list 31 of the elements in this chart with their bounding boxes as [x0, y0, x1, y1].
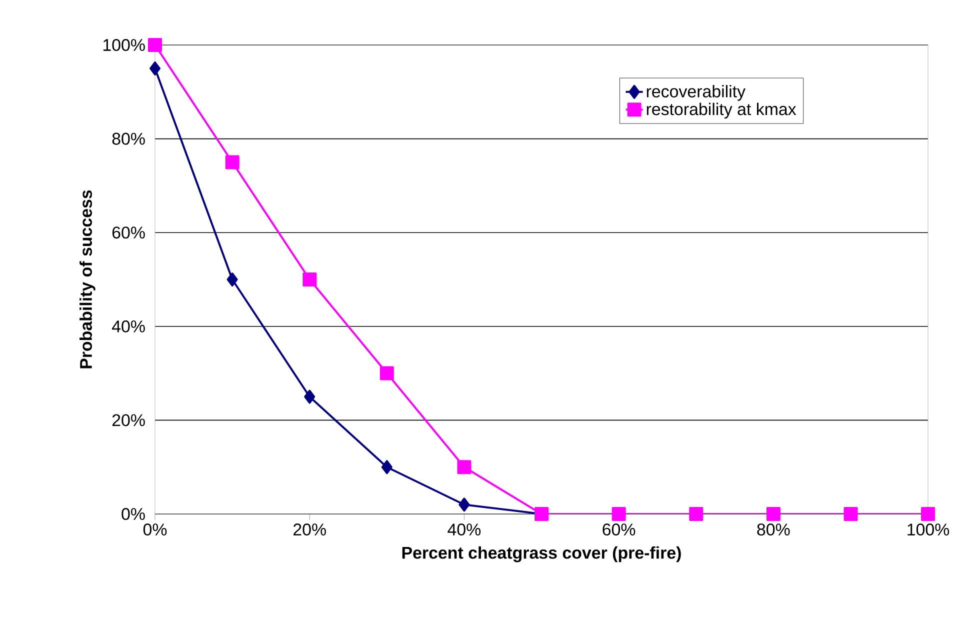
- x-tick-label: 0%: [143, 524, 167, 536]
- y-tick-label: 100%: [103, 38, 145, 51]
- point: [458, 498, 470, 512]
- point: [689, 507, 704, 521]
- x-tick-label: 100%: [908, 524, 950, 536]
- point: [921, 507, 936, 521]
- y-tick-label: 80%: [112, 132, 145, 145]
- x-tick-label: 60%: [602, 524, 636, 536]
- y-tick-label: 60%: [112, 226, 145, 239]
- point: [304, 390, 316, 404]
- x-axis-title: Percent cheatgrass cover (pre-fire): [402, 546, 681, 562]
- point: [766, 507, 780, 521]
- x-tick-label: 40%: [448, 524, 481, 536]
- point: [148, 38, 162, 52]
- point: [381, 460, 392, 474]
- point: [150, 61, 160, 76]
- y-tick-label: 40%: [112, 320, 145, 332]
- point: [457, 460, 472, 474]
- y-tick-label: 0%: [122, 508, 145, 520]
- point: [380, 366, 394, 380]
- x-tick-label: 20%: [294, 524, 326, 536]
- point: [302, 272, 317, 286]
- point: [226, 272, 238, 286]
- y-axis-title: Probability of success: [80, 190, 96, 368]
- legend-label: restorability at kmax: [646, 102, 796, 119]
- point: [844, 507, 858, 521]
- legend-label: recoverability: [646, 85, 746, 101]
- y-tick-label: 20%: [112, 414, 145, 426]
- x-tick-label: 80%: [757, 524, 790, 536]
- point: [612, 507, 626, 521]
- point: [225, 155, 240, 170]
